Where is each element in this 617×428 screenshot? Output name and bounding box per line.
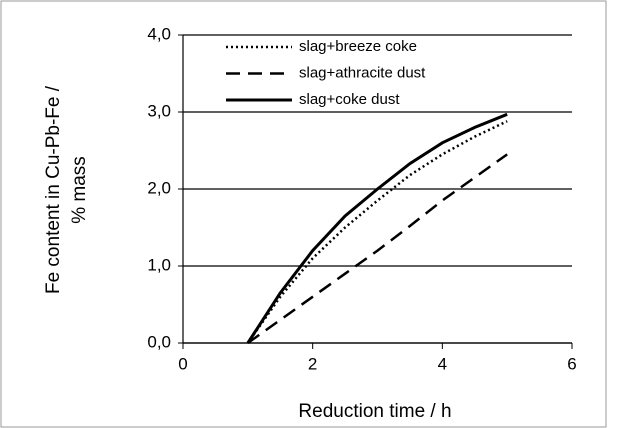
x-tick-label: 2	[308, 354, 317, 373]
x-tick-label: 4	[438, 354, 447, 373]
legend-label: slag+coke dust	[299, 91, 400, 108]
y-tick-label: 4,0	[147, 24, 171, 43]
x-axis-label: Reduction time / h	[298, 401, 451, 422]
y-tick-label: 1,0	[147, 255, 171, 274]
series-line	[246, 120, 508, 344]
x-tick-label: 6	[567, 354, 576, 373]
y-tick-label: 2,0	[147, 178, 171, 197]
series-line	[246, 112, 508, 344]
y-tick-label: 0,0	[147, 332, 171, 351]
legend-label: slag+athracite dust	[299, 64, 426, 81]
legend-label: slag+breeze coke	[299, 38, 417, 55]
x-tick-label: 0	[178, 354, 187, 373]
series-line	[247, 153, 508, 345]
y-axis-label: % mass	[69, 156, 90, 224]
y-axis-label: Fe content in Cu-Pb-Fe /	[43, 85, 64, 294]
y-tick-label: 3,0	[147, 101, 171, 120]
